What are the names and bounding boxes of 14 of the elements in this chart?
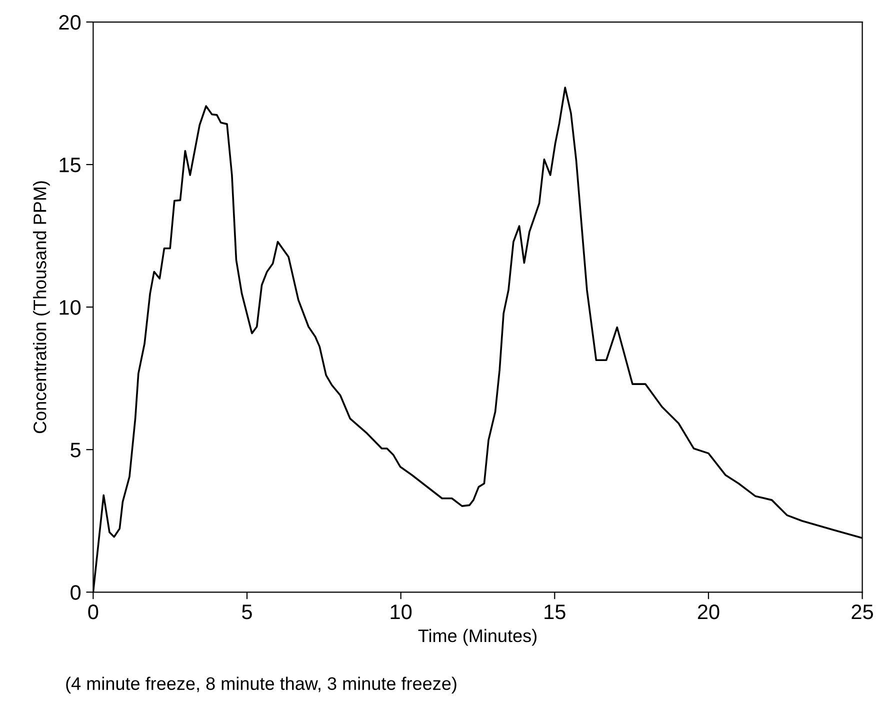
text: (4 minute freeze, 8 minute thaw, 3 minute freeze) [66,676,456,694]
x-tick-label: 10 [390,604,412,620]
x-axis-title: Time (Minutes) [418,628,536,646]
y-tick-label: 5 [70,442,80,458]
x-tick-label: 20 [698,604,720,620]
y-tick-label: 10 [60,300,81,315]
x-tick-label: 15 [544,604,566,620]
y-tick-label: 20 [59,15,81,30]
y-axis-title: Concentration (Thousand PPM) [33,181,50,434]
x-tick-label: 25 [852,604,874,620]
y-tick-label: 15 [60,158,80,172]
x-tick-label: 0 [88,604,98,620]
x-tick-label: 5 [242,604,252,620]
y-tick-label: 0 [70,585,81,600]
